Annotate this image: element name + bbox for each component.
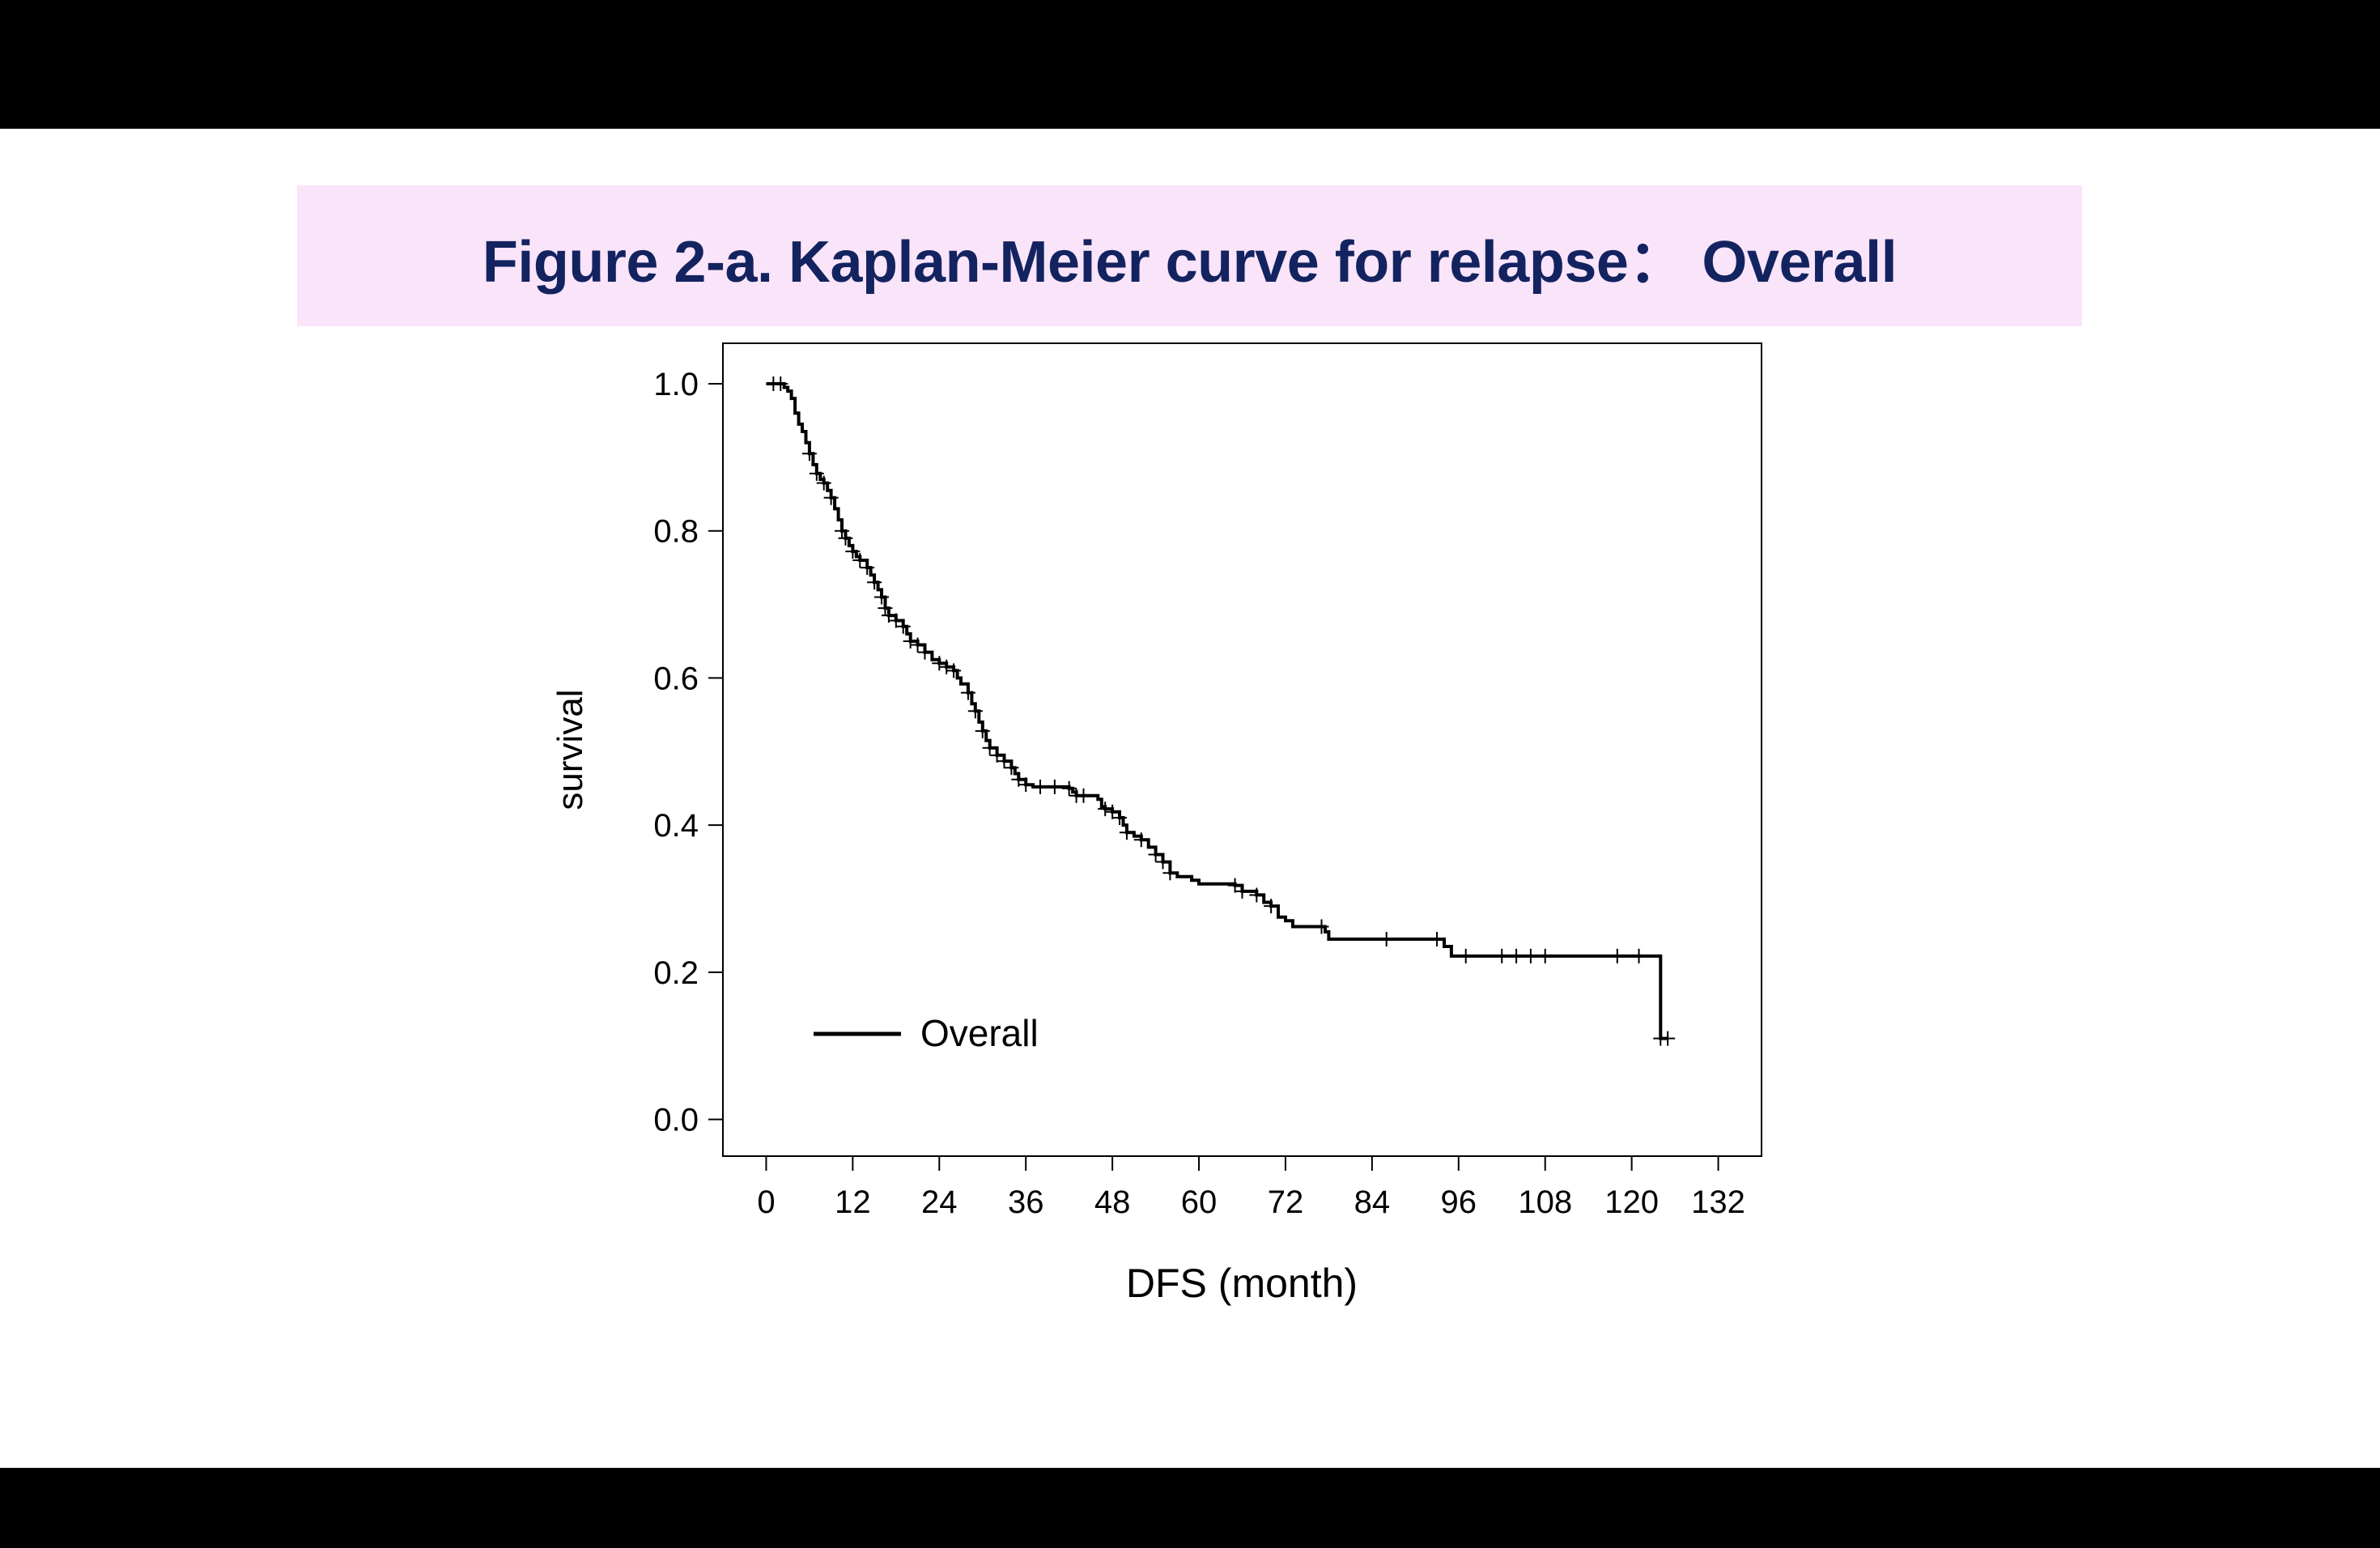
censor-mark-43 <box>1155 854 1171 870</box>
censor-mark-40 <box>1119 825 1134 840</box>
censor-mark-2 <box>801 446 817 461</box>
y-axis-label: survival <box>550 689 590 810</box>
censor-mark-22 <box>946 663 962 678</box>
y-tick-label-2: 0.4 <box>653 808 699 844</box>
censor-mark-50 <box>1379 931 1394 946</box>
censor-mark-53 <box>1494 948 1510 963</box>
censor-mark-28 <box>997 754 1012 769</box>
censor-mark-13 <box>878 601 893 616</box>
x-axis: 0 12 24 36 48 60 72 84 96 108 120 132 <box>757 1156 1745 1220</box>
censor-mark-48 <box>1264 899 1279 914</box>
censor-mark-33 <box>1047 779 1062 794</box>
censor-mark-54 <box>1509 948 1524 963</box>
legend-label-overall: Overall <box>920 1012 1039 1054</box>
censor-mark-4 <box>816 475 831 491</box>
censor-mark-5 <box>823 490 839 505</box>
censor-mark-9 <box>852 553 868 568</box>
censor-mark-18 <box>910 637 925 653</box>
censor-mark-10 <box>860 560 875 576</box>
censor-mark-26 <box>982 740 997 755</box>
censor-mark-47 <box>1249 887 1264 903</box>
censor-mark-23 <box>960 685 975 700</box>
censor-mark-27 <box>989 747 1005 763</box>
censor-mark-8 <box>845 544 861 559</box>
censor-mark-12 <box>874 589 890 605</box>
censor-mark-15 <box>888 613 903 628</box>
censor-mark-57 <box>1609 948 1625 963</box>
censor-mark-7 <box>838 530 853 546</box>
censor-mark-17 <box>903 633 918 649</box>
censor-mark-51 <box>1430 931 1445 946</box>
y-tick-label-4: 0.8 <box>653 514 699 550</box>
censor-mark-16 <box>895 619 911 634</box>
x-tick-label-9: 108 <box>1518 1184 1572 1220</box>
censor-mark-49 <box>1314 919 1329 934</box>
x-tick-label-3: 36 <box>1008 1184 1044 1220</box>
censor-mark-39 <box>1112 810 1128 826</box>
censor-mark-42 <box>1148 847 1163 862</box>
censor-mark-55 <box>1523 948 1538 963</box>
bottom-black-bar <box>0 1468 2380 1548</box>
top-black-bar <box>0 0 2380 129</box>
plot-frame <box>722 342 1762 1157</box>
x-tick-label-1: 12 <box>835 1184 871 1220</box>
censor-mark-19 <box>917 644 933 660</box>
censor-mark-52 <box>1458 948 1473 963</box>
censor-mark-1 <box>773 376 788 391</box>
x-tick-label-4: 48 <box>1094 1184 1131 1220</box>
censor-mark-20 <box>932 656 947 671</box>
censor-mark-25 <box>975 723 990 738</box>
x-tick-label-2: 24 <box>921 1184 958 1220</box>
censor-mark-46 <box>1235 883 1250 899</box>
censor-mark-32 <box>1033 779 1048 794</box>
censor-mark-37 <box>1098 802 1113 817</box>
censor-mark-31 <box>1018 777 1034 793</box>
censor-marks <box>766 376 1676 1046</box>
censor-mark-29 <box>1004 760 1019 776</box>
censor-mark-6 <box>835 523 850 538</box>
censor-mark-38 <box>1105 804 1120 819</box>
y-tick-label-1: 0.2 <box>653 955 699 991</box>
censor-mark-11 <box>867 575 882 590</box>
censor-mark-60 <box>1660 1031 1676 1046</box>
censor-mark-24 <box>967 704 983 719</box>
x-tick-label-6: 72 <box>1268 1184 1304 1220</box>
survival-curve-layer <box>766 382 1668 1040</box>
censor-mark-58 <box>1631 948 1647 963</box>
x-tick-label-0: 0 <box>757 1184 775 1220</box>
x-tick-label-11: 132 <box>1691 1184 1745 1220</box>
survival-curve-overall <box>766 382 1668 1040</box>
censor-mark-36 <box>1076 788 1091 803</box>
censor-mark-34 <box>1061 780 1077 796</box>
title-band: Figure 2-a. Kaplan-Meier curve for relap… <box>297 185 2082 326</box>
x-tick-label-7: 84 <box>1354 1184 1391 1220</box>
x-tick-label-5: 60 <box>1181 1184 1218 1220</box>
y-tick-label-0: 0.0 <box>653 1103 699 1138</box>
censor-mark-45 <box>1227 878 1243 893</box>
censor-mark-41 <box>1133 832 1149 848</box>
censor-mark-21 <box>939 659 954 674</box>
censor-mark-56 <box>1537 948 1553 963</box>
censor-mark-3 <box>809 466 824 481</box>
x-axis-label: DFS (month) <box>1126 1261 1358 1306</box>
y-tick-label-3: 0.6 <box>653 661 699 696</box>
legend: Overall <box>814 1012 1039 1054</box>
y-axis: 0.0 0.2 0.4 0.6 0.8 1.0 <box>653 367 723 1138</box>
censor-mark-44 <box>1162 865 1178 881</box>
figure-title: Figure 2-a. Kaplan-Meier curve for relap… <box>482 229 1898 295</box>
y-tick-label-5: 1.0 <box>653 367 699 402</box>
x-tick-label-10: 120 <box>1604 1184 1659 1220</box>
x-tick-label-8: 96 <box>1441 1184 1477 1220</box>
